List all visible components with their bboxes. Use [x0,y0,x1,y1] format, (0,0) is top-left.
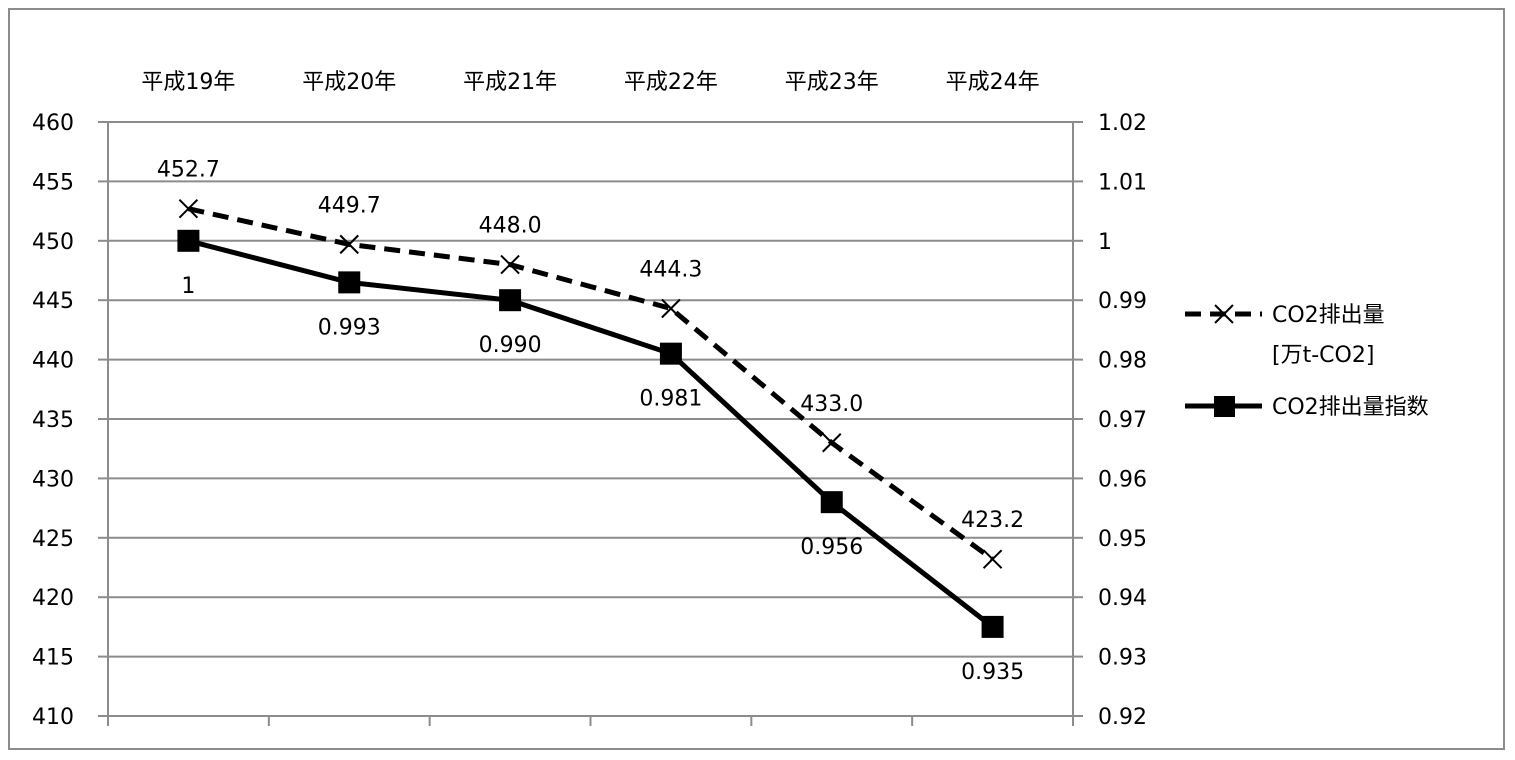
co2-x-marker [822,433,842,453]
category-label: 平成23年 [785,70,879,95]
co2-data-label: 433.0 [800,392,863,417]
category-label: 平成19年 [141,70,235,95]
index-data-label: 0.993 [318,315,381,340]
co2-x-marker [178,199,199,219]
data-labels: 452.7 449.7 448.0 444.3 433.0 423.2 1 0.993 0.99… [157,158,1024,685]
category-label: 平成21年 [463,70,557,95]
left-tick-label: 435 [32,408,74,433]
right-tick-label: 0.97 [1098,408,1147,433]
right-tick-label: 0.98 [1098,349,1147,374]
index-square-marker [820,491,843,514]
legend-co2-label-line2: [万t-CO2] [1272,343,1374,368]
right-tick-label: 0.95 [1098,527,1147,552]
series-line-co2-index [187,238,995,629]
index-data-label: 0.981 [639,387,702,412]
right-tick-label: 1 [1098,230,1112,255]
left-tick-label: 450 [32,230,74,255]
axes [98,121,1083,726]
co2-data-label: 449.7 [318,193,381,218]
right-tick-label: 0.92 [1098,705,1147,730]
right-tick-label: 1.01 [1098,170,1147,195]
co2-x-marker [339,234,359,255]
co2-x-marker [500,254,520,275]
index-data-label: 0.935 [961,660,1024,685]
co2-x-marker [982,549,1003,569]
left-tick-label: 415 [32,646,74,671]
left-tick-label: 440 [32,349,74,374]
index-square-marker [499,289,522,312]
legend-index-square-marker [1214,396,1235,417]
right-tick-label: 0.94 [1098,586,1147,611]
series-line-co2-emissions [187,206,995,562]
co2-x-marker [661,298,681,319]
left-tick-label: 455 [32,170,74,195]
index-square-marker [338,271,361,294]
left-tick-label: 410 [32,705,74,730]
index-data-label: 0.990 [479,333,542,358]
legend-co2-x-marker [1214,304,1234,324]
co2-data-label: 448.0 [479,214,542,239]
series-layer [177,199,1004,638]
left-tick-label: 430 [32,467,74,492]
category-labels: 平成19年 平成20年 平成21年 平成22年 平成23年 平成24年 [141,70,1039,95]
right-tick-label: 0.99 [1098,289,1147,314]
right-tick-label: 1.02 [1098,111,1147,136]
index-square-marker [177,229,200,252]
left-tick-label: 445 [32,289,74,314]
right-tick-label: 0.96 [1098,467,1147,492]
legend: CO2排出量 [万t-CO2] CO2排出量指数 [1185,303,1429,420]
legend-co2-label-line1: CO2排出量 [1272,303,1385,328]
right-tick-label: 0.93 [1098,646,1147,671]
index-data-label: 1 [181,274,195,299]
index-square-marker [981,615,1004,638]
left-axis-tick-labels: 460 455 450 445 440 435 430 425 420 415 410 [32,111,74,730]
legend-index-label: CO2排出量指数 [1272,395,1429,420]
right-axis-tick-labels: 1.02 1.01 1 0.99 0.98 0.97 0.96 0.95 0.94 0.93 0.9… [1098,111,1147,730]
co2-data-label: 444.3 [639,258,702,283]
left-tick-label: 420 [32,586,74,611]
category-label: 平成20年 [302,70,396,95]
co2-data-label: 423.2 [961,508,1024,533]
index-square-marker [659,342,682,365]
category-label: 平成22年 [624,70,718,95]
left-tick-label: 425 [32,527,74,552]
category-label: 平成24年 [946,70,1040,95]
co2-data-label: 452.7 [157,158,220,183]
index-data-label: 0.956 [800,535,863,560]
gridlines [108,121,1073,658]
left-tick-label: 460 [32,111,74,136]
